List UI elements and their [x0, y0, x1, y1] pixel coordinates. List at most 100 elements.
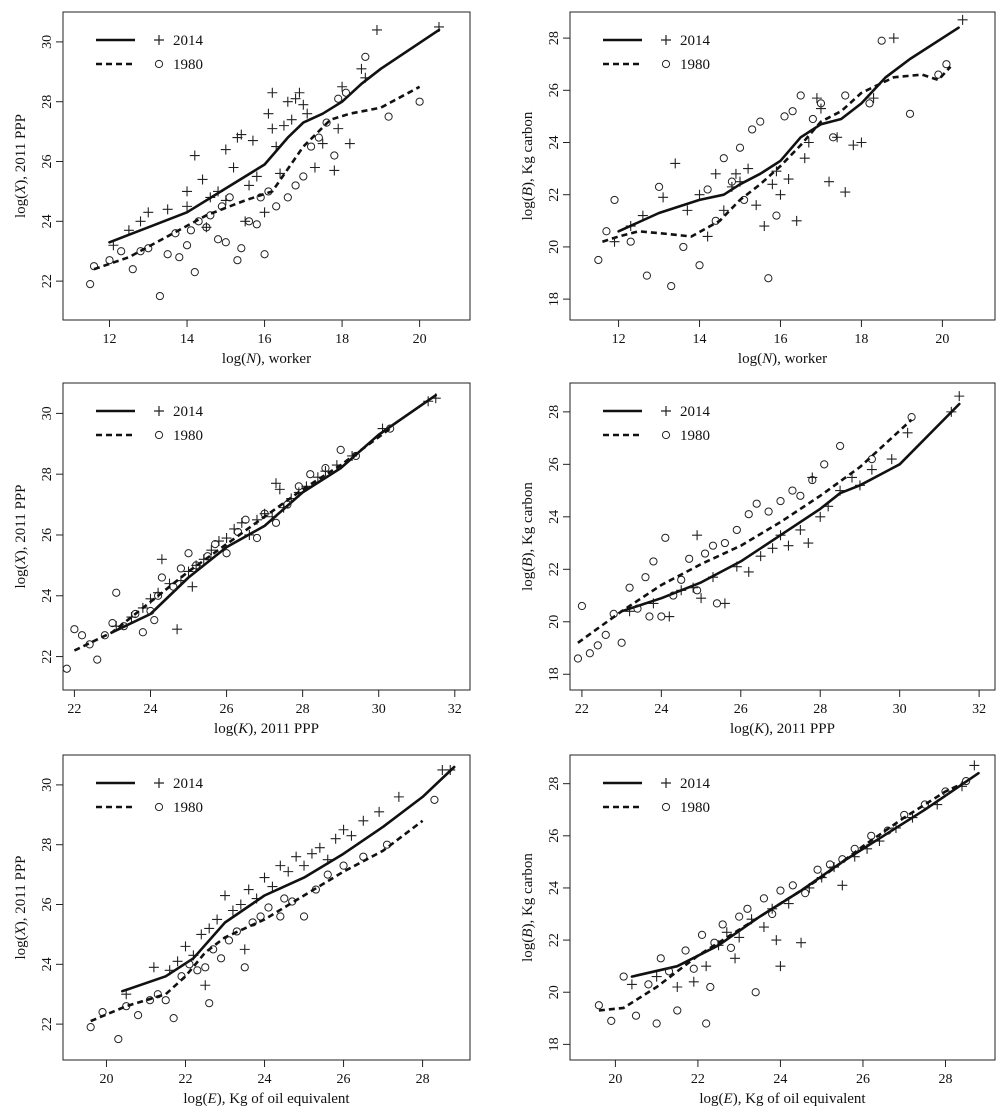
x-tick-label: 28	[416, 1072, 430, 1087]
point-1980	[138, 628, 147, 637]
point-1980	[593, 641, 602, 650]
point-1980	[677, 575, 686, 584]
point-1980	[768, 909, 777, 919]
point-1980	[679, 242, 688, 252]
point-1980	[772, 211, 781, 220]
x-tick-label: 12	[103, 332, 117, 347]
x-tick-label: 20	[935, 332, 949, 347]
point-1980	[718, 920, 727, 929]
y-tick-label: 26	[547, 457, 562, 471]
point-2014	[180, 941, 191, 952]
point-2014	[803, 137, 814, 148]
x-tick-label: 30	[893, 702, 907, 717]
point-1980	[764, 274, 773, 283]
x-tick-label: 16	[773, 332, 787, 347]
x-tick-label: 18	[335, 332, 349, 347]
point-2014	[338, 824, 349, 835]
point-1980	[216, 954, 226, 963]
point-1980	[175, 253, 184, 262]
point-1980	[796, 91, 805, 100]
y-tick-label: 26	[40, 898, 55, 912]
point-1980	[735, 143, 745, 152]
point-1980	[386, 424, 395, 433]
point-1980	[685, 554, 694, 563]
y-tick-label: 22	[40, 1017, 55, 1031]
plot-marks	[86, 21, 444, 301]
x-tick-label: 30	[372, 702, 386, 717]
point-1980	[237, 244, 246, 253]
point-1980	[776, 886, 785, 895]
point-1980	[743, 904, 752, 913]
legend-marker-1980	[661, 802, 671, 812]
point-1980	[155, 291, 165, 301]
y-tick-label: 24	[547, 136, 562, 150]
point-1980	[163, 250, 172, 259]
point-2014	[721, 927, 732, 938]
point-1980	[430, 795, 439, 804]
point-2014	[658, 192, 669, 203]
point-1980	[280, 894, 289, 903]
point-2014	[239, 944, 250, 955]
point-2014	[228, 162, 239, 173]
point-2014	[263, 108, 274, 119]
point-2014	[696, 593, 707, 604]
point-2014	[283, 866, 294, 877]
point-2014	[791, 215, 802, 226]
x-tick-label: 32	[448, 702, 462, 717]
point-1980	[776, 496, 785, 506]
legend: 2014 1980	[603, 33, 711, 73]
point-2014	[815, 103, 826, 114]
point-1980	[788, 486, 797, 495]
point-2014	[374, 806, 385, 817]
x-tick-label: 24	[143, 702, 157, 717]
legend: 2014 1980	[603, 776, 711, 816]
plot-marks	[86, 764, 456, 1044]
point-2014	[957, 14, 968, 25]
point-1980	[816, 99, 826, 108]
point-2014	[197, 174, 208, 185]
x-tick-label: 22	[575, 702, 589, 717]
y-tick-label: 28	[40, 467, 55, 481]
point-2014	[286, 114, 297, 125]
x-tick-label: 20	[413, 332, 427, 347]
point-1980	[813, 865, 822, 874]
point-2014	[954, 391, 965, 402]
y-tick-label: 20	[547, 240, 562, 254]
point-1980	[192, 561, 201, 570]
point-1980	[693, 586, 702, 595]
fit-line-1980	[598, 782, 963, 1012]
point-2014	[306, 848, 317, 859]
point-2014	[688, 976, 699, 987]
point-1980	[962, 776, 971, 786]
y-tick-label: 30	[40, 35, 55, 49]
point-2014	[743, 566, 754, 577]
point-1980	[131, 609, 140, 619]
point-1980	[182, 241, 192, 250]
point-1980	[808, 475, 817, 485]
y-tick-label: 28	[547, 31, 562, 45]
point-2014	[840, 187, 851, 198]
point-1980	[594, 1001, 603, 1010]
point-2014	[227, 905, 238, 916]
point-1980	[748, 125, 757, 134]
plot-marks	[573, 391, 965, 663]
point-1980	[573, 654, 583, 663]
point-1980	[780, 112, 789, 121]
point-1980	[585, 649, 594, 658]
point-1980	[105, 256, 114, 265]
point-1980	[689, 964, 698, 973]
point-1980	[720, 538, 730, 548]
point-1980	[907, 413, 916, 422]
y-tick-label: 26	[40, 528, 55, 542]
x-axis-label: log(N), worker	[738, 351, 827, 367]
point-2014	[187, 581, 198, 592]
y-tick-label: 22	[40, 650, 55, 664]
point-2014	[244, 180, 255, 191]
point-1980	[759, 894, 769, 903]
point-1980	[185, 960, 194, 969]
point-2014	[718, 205, 729, 216]
point-2014	[282, 96, 293, 107]
point-1980	[264, 903, 273, 912]
y-tick-label: 24	[40, 214, 55, 228]
point-2014	[902, 427, 913, 438]
